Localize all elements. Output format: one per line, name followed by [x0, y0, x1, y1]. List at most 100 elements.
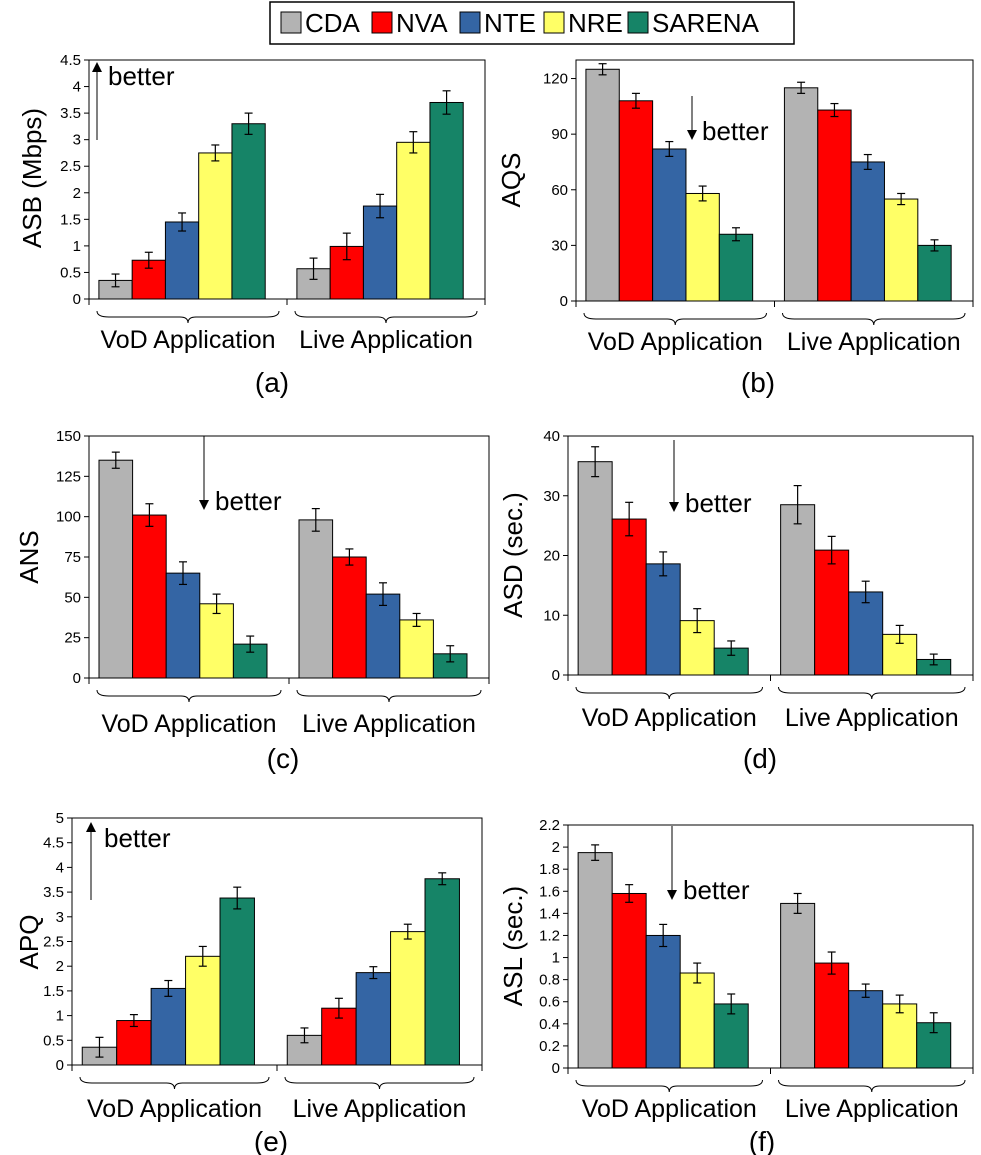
- legend-swatch-cda: [280, 11, 302, 34]
- bar-nte: [645, 934, 681, 1069]
- y-tick-label: 0.6: [539, 994, 560, 1011]
- bar-nva: [132, 514, 167, 679]
- better-annotation: better: [683, 875, 750, 905]
- y-tick-label: 0: [552, 1060, 560, 1077]
- y-axis-label: ASL (sec.): [498, 886, 528, 1006]
- bar-nre: [883, 198, 919, 302]
- legend: CDA NVA NTE NRE SARENA: [269, 1, 795, 45]
- bar-nva: [332, 556, 367, 679]
- y-tick-label: 4: [73, 79, 81, 96]
- y-tick-label: 10: [543, 607, 560, 624]
- better-annotation: better: [215, 486, 282, 516]
- bar-sarena: [718, 233, 754, 302]
- category-brace: [96, 689, 282, 703]
- chart-panel-6: 0 0.2 0.4 0.6 0.8 1 1.2 1.4 1.6 1.8 2 2.2 VoD Applic…: [498, 817, 974, 1155]
- bar-sarena: [713, 1003, 749, 1069]
- y-tick-label: 30: [551, 237, 568, 254]
- bar-cda: [585, 68, 620, 302]
- category-label: Live Application: [299, 326, 473, 354]
- legend-swatch-nva: [371, 11, 393, 34]
- better-arrow-head: [667, 890, 677, 900]
- better-arrow-head: [669, 502, 679, 512]
- better-annotation: better: [685, 488, 752, 518]
- category-brace: [583, 312, 767, 326]
- bar-nte: [365, 593, 401, 679]
- y-tick-label: 1.6: [539, 883, 560, 900]
- y-tick-label: 120: [543, 71, 568, 88]
- better-annotation: better: [108, 61, 175, 91]
- bar-sarena: [231, 123, 266, 300]
- legend-label-sarena: SARENA: [652, 8, 760, 38]
- y-axis-label: ASD (sec.): [498, 492, 528, 618]
- y-tick-label: 1.8: [539, 861, 560, 878]
- y-tick-label: 4.5: [60, 52, 81, 69]
- y-tick-label: 1: [552, 950, 560, 967]
- category-brace: [778, 1079, 966, 1093]
- category-label: Live Application: [785, 704, 959, 732]
- bar-nva: [131, 259, 166, 300]
- y-tick-label: 1.2: [539, 927, 560, 944]
- bar-nva: [814, 962, 850, 1069]
- y-axis-label: APQ: [14, 915, 44, 970]
- legend-label-nre: NRE: [568, 8, 623, 38]
- bar-nva: [817, 109, 852, 302]
- y-tick-label: 2.2: [539, 817, 560, 834]
- y-tick-label: 1: [56, 1008, 64, 1025]
- bar-nte: [645, 563, 681, 676]
- bar-sarena: [219, 897, 255, 1066]
- y-tick-label: 0.8: [539, 972, 560, 989]
- bar-nre: [198, 152, 233, 300]
- category-label: Live Application: [302, 710, 476, 738]
- bar-nte: [652, 148, 687, 302]
- bar-nte: [150, 987, 187, 1066]
- y-tick-label: 75: [64, 549, 81, 566]
- category-label: Live Application: [785, 1095, 959, 1123]
- bar-nva: [116, 1020, 152, 1066]
- y-tick-label: 50: [64, 589, 81, 606]
- category-brace: [782, 312, 966, 326]
- chart-panels: 0 0.5 1 1.5 2 2.5 3 3.5 4 4.5 VoD Application Live …: [14, 52, 974, 1155]
- y-tick-label: 150: [56, 428, 81, 445]
- category-brace: [79, 1076, 270, 1090]
- category-label: VoD Application: [87, 1095, 262, 1123]
- better-arrow-head: [687, 130, 697, 140]
- chart-panel-1: 0 0.5 1 1.5 2 2.5 3 3.5 4 4.5 VoD Application Live …: [17, 52, 486, 398]
- bar-nre: [685, 192, 720, 302]
- y-tick-label: 3: [56, 909, 64, 926]
- bar-nre: [185, 955, 221, 1066]
- y-tick-label: 0.5: [60, 264, 81, 281]
- bar-nva: [814, 549, 850, 676]
- y-tick-label: 30: [543, 488, 560, 505]
- bar-nre: [199, 603, 234, 679]
- better-annotation: better: [702, 116, 769, 146]
- panel-label: (c): [267, 743, 300, 774]
- bar-cda: [98, 459, 134, 679]
- bar-nre: [679, 972, 715, 1069]
- category-brace: [575, 1079, 763, 1093]
- bar-nte: [362, 205, 398, 300]
- bar-nte: [848, 591, 884, 676]
- category-brace: [296, 689, 482, 703]
- y-tick-label: 0: [73, 670, 81, 687]
- y-tick-label: 1.5: [60, 211, 81, 228]
- better-annotation: better: [104, 823, 171, 853]
- y-tick-label: 4: [56, 859, 64, 876]
- panel-label: (f): [749, 1126, 775, 1155]
- bar-nre: [882, 633, 918, 676]
- y-tick-label: 2: [56, 958, 64, 975]
- y-tick-label: 3.5: [43, 884, 64, 901]
- bar-cda: [577, 461, 613, 676]
- bar-nte: [165, 572, 201, 679]
- y-tick-label: 90: [551, 126, 568, 143]
- y-tick-label: 4.5: [43, 835, 64, 852]
- bar-sarena: [429, 101, 464, 300]
- chart-panel-4: 0 10 20 30 40 VoD Application Live Application…: [498, 428, 974, 774]
- y-tick-label: 3: [73, 132, 81, 149]
- legend-label-nva: NVA: [396, 8, 448, 38]
- better-arrow-head: [86, 822, 96, 832]
- y-tick-label: 40: [543, 428, 560, 445]
- category-brace: [284, 1076, 475, 1090]
- bar-nte: [850, 161, 885, 302]
- legend-swatch-nre: [543, 11, 565, 34]
